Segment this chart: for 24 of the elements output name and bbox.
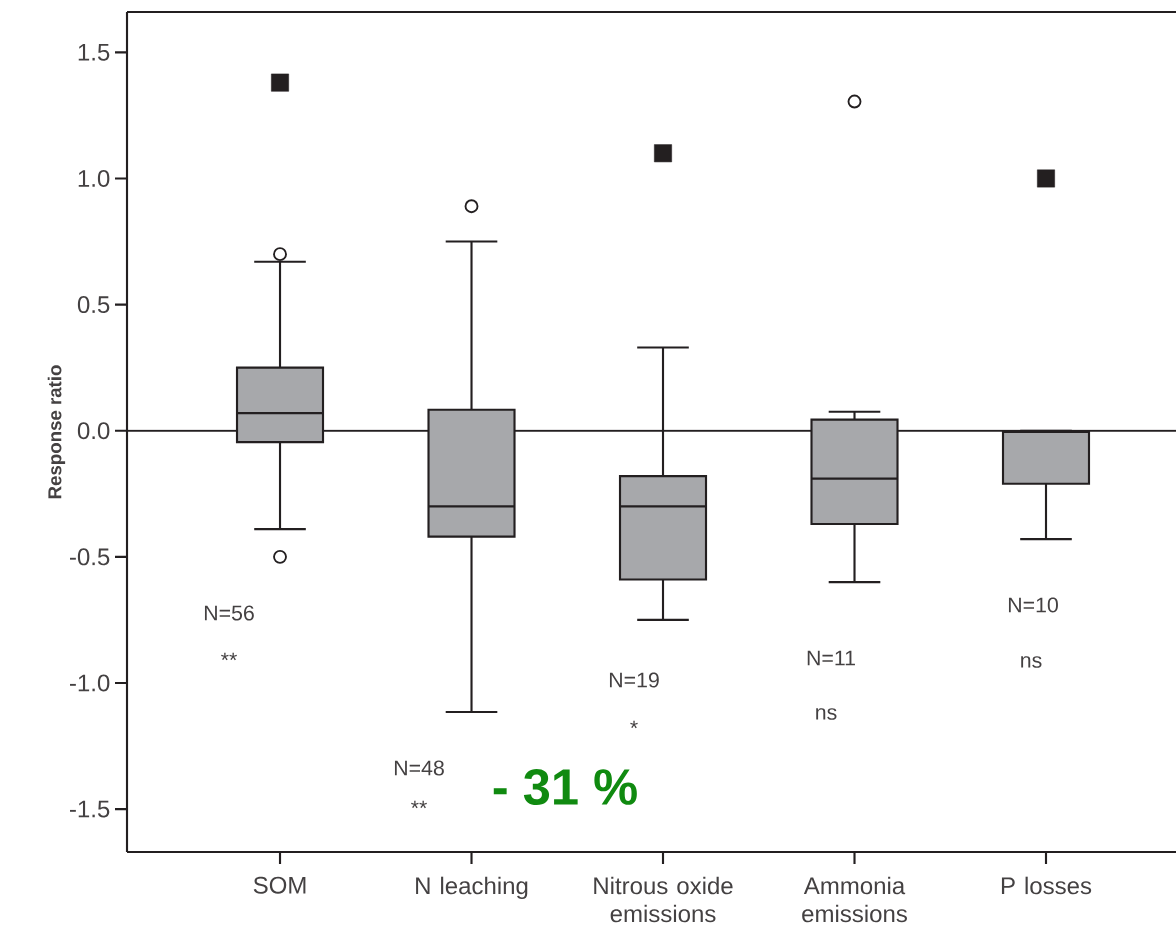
x-tick-label: Ammonia emissions [802,876,907,923]
y-tick-label: 1.5 [78,43,110,61]
y-tick-label: 0.5 [77,296,110,314]
x-tick-label: N leaching [416,876,528,900]
x-tick-label: SOM [253,876,306,894]
annotation: ** [411,800,427,809]
y-tick-label: -0.5 [70,548,110,566]
annotation: N=11 [807,650,855,666]
annotation: N=56 [204,605,254,621]
y-tick-label: -1.0 [70,674,110,692]
annotation: ** [221,652,237,661]
annotation: N=10 [1008,597,1058,613]
annotation: * [630,720,638,729]
y-tick-label: -1.5 [70,800,110,818]
x-tick-label: Nitrous oxide emissions [594,876,733,923]
y-tick-label: 1.0 [78,169,110,187]
annotation: N=48 [394,760,444,776]
annotation: ns [1021,656,1042,668]
annotation: N=19 [609,672,659,688]
x-tick-label: P losses [1001,876,1092,895]
y-tick-label: 0.0 [77,422,110,440]
annotation: ns [816,708,837,720]
y-axis-title: Response ratio [47,365,66,499]
annotation: - 31 % [493,769,637,805]
